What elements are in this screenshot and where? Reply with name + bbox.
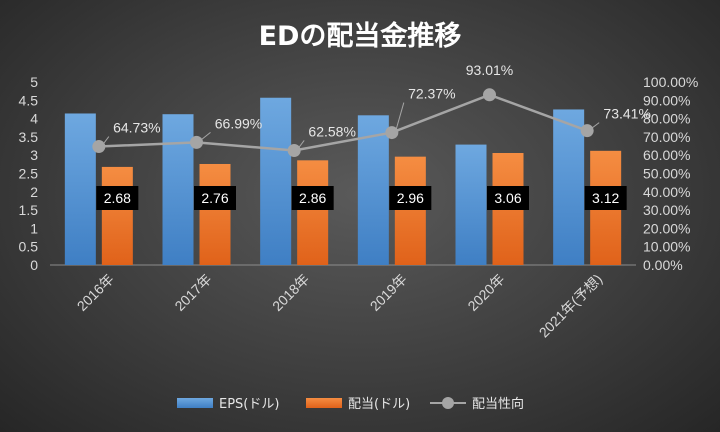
legend-label-dividend: 配当(ドル): [348, 397, 410, 412]
dividend-label-box: [194, 186, 236, 210]
payout-ratio-marker: [580, 124, 594, 138]
dividend-label-box: [96, 186, 139, 210]
dividend-bar: [101, 166, 133, 265]
payout-ratio-label: 64.73%: [102, 120, 161, 145]
y-left-tick-label: 2.5: [19, 166, 39, 182]
y-right-tick-label: 40.00%: [643, 184, 690, 200]
x-tick-label: 2016年: [74, 271, 117, 314]
dividend-data-label: 2.76: [194, 186, 236, 210]
y-left-tick-label: 5: [30, 74, 38, 90]
payout-ratio-label-text: 66.99%: [215, 115, 262, 131]
y-left-tick-label: 1.5: [19, 202, 39, 218]
y-right-tick-label: 10.00%: [643, 239, 690, 255]
y-left-tick-label: 2: [30, 184, 38, 200]
dividend-bar: [199, 163, 231, 265]
y-right-tick-label: 70.00%: [643, 129, 690, 145]
x-tick-label: 2018年: [269, 271, 312, 314]
x-tick-label: 2021年(予想): [536, 271, 606, 341]
payout-ratio-leader-line: [200, 132, 211, 141]
dividend-data-labels: 2.68 2.76 2.86 2.96 3.06 3.12: [96, 186, 627, 210]
y-right-tick-label: 60.00%: [643, 147, 690, 163]
dividend-bar: [394, 156, 426, 265]
dividend-label-text: 2.68: [104, 190, 131, 206]
payout-ratio-label-text: 72.37%: [408, 86, 455, 102]
payout-ratio-marker: [190, 135, 203, 149]
dividend-data-label: 3.12: [584, 186, 627, 210]
payout-ratio-marker: [287, 143, 301, 157]
payout-ratio-leader-line: [590, 122, 600, 130]
y-left-tick-label: 4: [30, 111, 38, 127]
payout-ratio-label: 62.58%: [297, 123, 356, 149]
y-right-tick-label: 20.00%: [643, 220, 690, 236]
dividend-data-label: 2.96: [389, 186, 432, 210]
legend-label-ratio: 配当性向: [472, 396, 524, 412]
payout-ratio-label-text: 62.58%: [308, 123, 355, 139]
legend-swatch-eps: [177, 398, 213, 408]
dividend-label-text: 3.06: [494, 190, 521, 206]
dividend-label-text: 2.86: [299, 190, 326, 206]
payout-ratio-label-text: 93.01%: [466, 62, 513, 78]
payout-ratio-series-line: [98, 93, 588, 152]
y-left-tick-label: 0: [30, 257, 38, 273]
dividend-label-box: [487, 186, 529, 210]
payout-ratio-marker: [92, 140, 106, 154]
legend-swatch-ratio-marker: [442, 397, 454, 409]
x-tick-label: 2019年: [367, 271, 410, 314]
payout-ratio-marker: [483, 88, 496, 102]
payout-ratio-label: 72.37%: [395, 86, 456, 131]
dividend-label-box: [584, 186, 627, 210]
y-right-tick-label: 0.00%: [643, 257, 683, 273]
dividend-label-text: 3.12: [592, 190, 619, 206]
payout-ratio-label: 73.41%: [590, 106, 651, 130]
y-right-tick-label: 30.00%: [643, 202, 690, 218]
eps-bar: [553, 109, 585, 265]
y-left-tick-label: 3: [30, 147, 38, 163]
dividend-bar: [297, 160, 329, 265]
x-axis: 2016年 2017年 2018年 2019年 2020年 2021年(予想): [74, 271, 606, 341]
y-axis-right: 0.00% 10.00% 20.00% 30.00% 40.00% 50.00% 60.00…: [643, 74, 698, 273]
payout-ratio-label-text: 64.73%: [113, 120, 160, 136]
y-axis-left: 0 0.5 1 1.5 2 2.5 3 3.5 4 4.5 5: [19, 74, 39, 273]
legend-swatch-dividend: [306, 398, 342, 408]
dividend-label-box: [389, 186, 432, 210]
y-left-tick-label: 3.5: [19, 129, 39, 145]
eps-bar: [64, 113, 96, 265]
eps-bars: [64, 97, 585, 265]
legend: EPS(ドル) 配当(ドル) 配当性向: [177, 396, 524, 412]
y-right-tick-label: 90.00%: [643, 92, 690, 108]
eps-bar: [455, 144, 487, 265]
dividend-label-text: 2.96: [397, 190, 424, 206]
y-left-tick-label: 1: [30, 220, 38, 236]
y-right-tick-label: 80.00%: [643, 111, 690, 127]
payout-ratio-label: 66.99%: [200, 115, 262, 141]
payout-ratio-line: [92, 88, 594, 157]
payout-ratio-leader-line: [102, 136, 110, 145]
payout-ratio-leader-line: [297, 140, 305, 149]
y-right-tick-label: 100.00%: [643, 74, 698, 90]
eps-bar: [162, 114, 194, 265]
payout-ratio-marker: [385, 126, 399, 140]
x-tick-label: 2017年: [171, 271, 214, 314]
payout-ratio-label-text: 73.41%: [603, 106, 650, 122]
legend-label-eps: EPS(ドル): [219, 397, 279, 412]
dividend-label-box: [291, 186, 334, 210]
x-tick-label: 2020年: [464, 271, 507, 314]
y-left-tick-label: 4.5: [19, 92, 39, 108]
dividend-label-text: 2.76: [201, 190, 228, 206]
payout-ratio-data-labels: 64.73% 66.99% 62.58% 72.37% 93.01% 73.41%: [102, 62, 651, 149]
chart-title: EDの配当金推移: [259, 20, 462, 52]
y-left-tick-label: 0.5: [19, 239, 39, 255]
dividend-data-label: 3.06: [487, 186, 529, 210]
y-right-tick-label: 50.00%: [643, 166, 690, 182]
eps-bar: [357, 115, 389, 265]
payout-ratio-label: 93.01%: [466, 62, 513, 78]
dividend-data-label: 2.86: [291, 186, 334, 210]
eps-bar: [260, 97, 292, 265]
dividend-data-label: 2.68: [96, 186, 139, 210]
payout-ratio-leader-line: [395, 102, 405, 131]
